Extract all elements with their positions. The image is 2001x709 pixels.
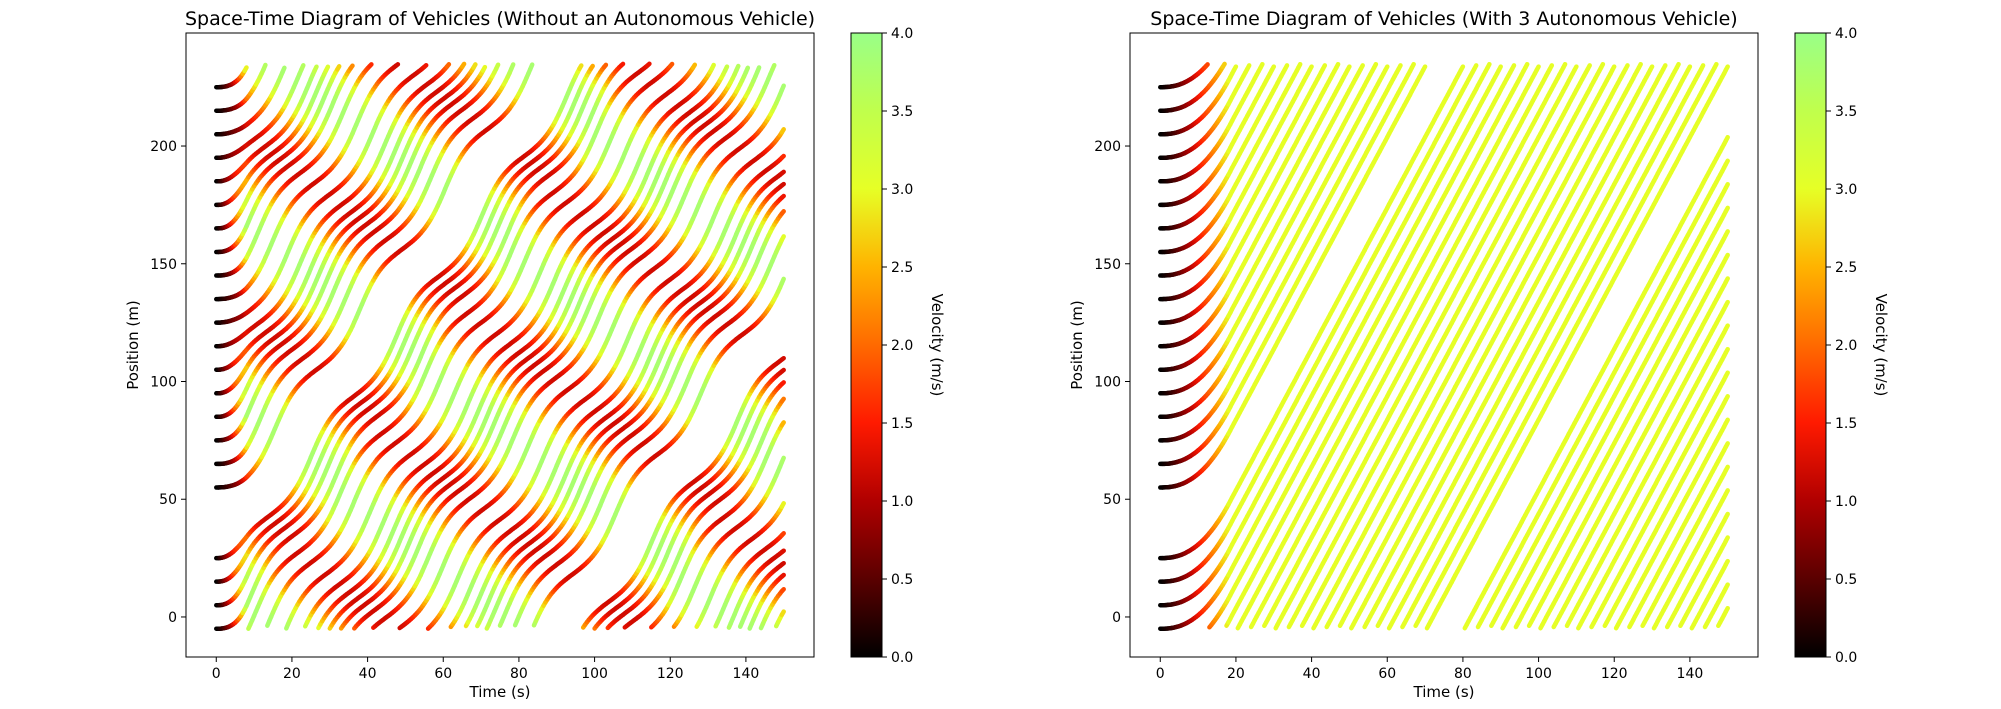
trajectory-segment <box>588 63 595 72</box>
trajectory-segment <box>779 153 786 161</box>
trajectory-segment <box>779 181 786 188</box>
trajectory-segment <box>528 62 535 72</box>
trajectory-segment <box>779 609 786 618</box>
trajectory-segment <box>348 63 355 71</box>
trajectory-segment <box>480 64 488 73</box>
trajectory-segment <box>459 61 467 70</box>
trajectory-segment <box>618 61 626 68</box>
trajectory-segment <box>444 62 452 69</box>
trajectory-segment <box>393 62 401 68</box>
trajectory-segment <box>471 62 478 70</box>
trajectory-segment <box>755 65 762 75</box>
trajectory-segment <box>743 65 751 75</box>
trajectory-segment <box>779 396 786 404</box>
trajectory-segment <box>601 62 609 70</box>
trajectory-segment <box>779 367 786 374</box>
trajectory-segment <box>779 355 786 362</box>
trajectory-segment <box>779 169 786 176</box>
trajectory-segment <box>335 64 342 72</box>
trajectory-segment <box>577 63 584 72</box>
trajectory-segment <box>367 62 374 69</box>
trajectory-segment <box>779 380 786 387</box>
trajectories <box>214 61 786 631</box>
trajectory-segment <box>779 276 786 286</box>
chart-left: Space-Time Diagram of Vehicles (Without … <box>124 8 946 701</box>
trajectory-segment <box>779 586 786 594</box>
trajectory-segment <box>779 572 786 579</box>
trajectory-segment <box>770 62 777 72</box>
trajectory-segment <box>509 62 516 72</box>
trajectory-segment <box>323 64 331 73</box>
trajectory-segment <box>779 234 786 243</box>
trajectory-segment <box>779 209 786 216</box>
trajectory-segment <box>779 127 786 135</box>
trajectory-segment <box>422 62 429 70</box>
chart-title: Space-Time Diagram of Vehicles (Without … <box>185 8 815 30</box>
trajectory-segment <box>779 83 786 93</box>
trajectory-segment <box>493 62 501 71</box>
trajectory-segment <box>779 193 786 200</box>
